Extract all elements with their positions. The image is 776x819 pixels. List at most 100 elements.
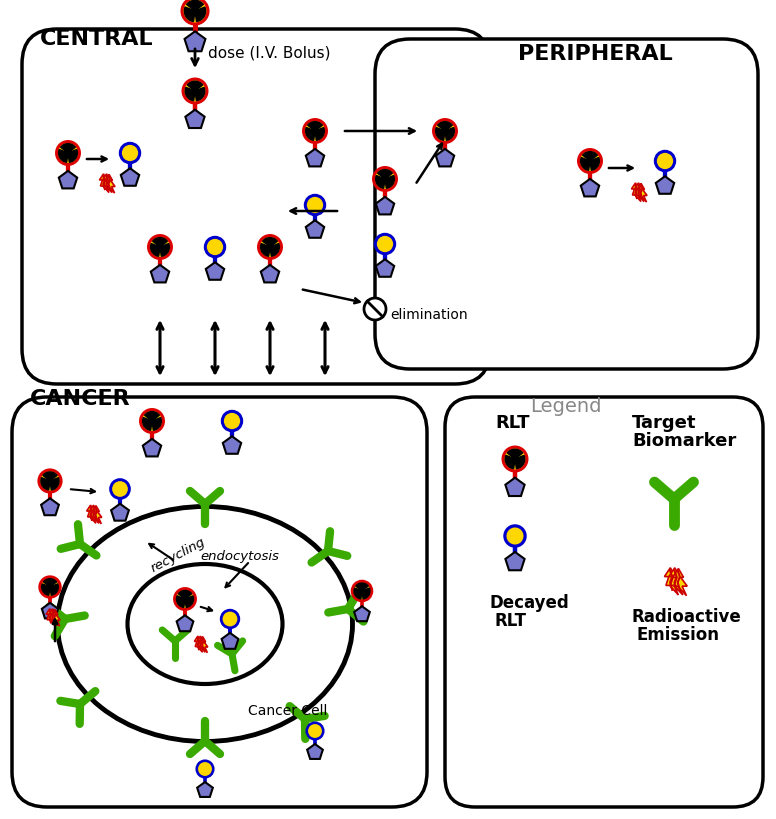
Wedge shape (261, 244, 269, 257)
Text: Cancer Cell: Cancer Cell (248, 704, 327, 717)
Circle shape (148, 236, 171, 259)
Polygon shape (656, 177, 674, 195)
Text: CANCER: CANCER (30, 388, 130, 409)
Wedge shape (316, 129, 324, 141)
Polygon shape (261, 265, 279, 283)
Wedge shape (178, 590, 192, 598)
Circle shape (579, 151, 601, 174)
Polygon shape (222, 633, 238, 649)
Polygon shape (99, 174, 109, 193)
Circle shape (40, 577, 61, 597)
Wedge shape (59, 151, 68, 163)
Circle shape (503, 447, 527, 472)
Wedge shape (354, 588, 362, 600)
Polygon shape (42, 603, 58, 618)
Polygon shape (354, 607, 370, 622)
Wedge shape (262, 238, 277, 246)
Wedge shape (41, 478, 50, 491)
Circle shape (305, 196, 324, 215)
Wedge shape (185, 88, 195, 102)
Circle shape (120, 144, 140, 164)
Circle shape (359, 589, 365, 594)
Circle shape (655, 152, 674, 171)
Wedge shape (151, 244, 160, 257)
Polygon shape (632, 183, 642, 202)
FancyBboxPatch shape (22, 30, 490, 385)
Text: recycling: recycling (148, 535, 207, 574)
Polygon shape (41, 499, 59, 516)
Circle shape (47, 478, 53, 485)
Polygon shape (102, 174, 113, 193)
Polygon shape (223, 437, 241, 455)
Polygon shape (505, 552, 525, 571)
Circle shape (267, 245, 273, 251)
Text: dose (I.V. Bolus): dose (I.V. Bolus) (208, 46, 331, 61)
Polygon shape (185, 32, 206, 52)
Circle shape (303, 120, 327, 143)
Wedge shape (307, 123, 322, 130)
Text: Decayed: Decayed (490, 593, 570, 611)
Circle shape (183, 80, 207, 104)
Polygon shape (92, 506, 102, 524)
Polygon shape (121, 169, 139, 187)
Circle shape (192, 88, 199, 95)
Polygon shape (143, 439, 161, 457)
Text: CENTRAL: CENTRAL (40, 29, 154, 49)
Wedge shape (185, 8, 195, 23)
Wedge shape (362, 588, 370, 600)
Wedge shape (196, 88, 205, 102)
Text: Legend: Legend (530, 396, 601, 415)
Wedge shape (186, 2, 203, 10)
Wedge shape (185, 596, 193, 608)
Text: elimination: elimination (390, 308, 468, 322)
Wedge shape (445, 129, 455, 141)
Circle shape (175, 589, 196, 609)
Wedge shape (376, 176, 385, 189)
Circle shape (221, 610, 239, 628)
Text: RLT: RLT (495, 414, 529, 432)
Circle shape (182, 0, 208, 25)
Circle shape (442, 129, 449, 135)
Text: PERIPHERAL: PERIPHERAL (518, 44, 673, 64)
Circle shape (587, 159, 593, 165)
Polygon shape (197, 782, 213, 797)
Circle shape (373, 169, 397, 191)
Wedge shape (43, 579, 57, 586)
Circle shape (111, 480, 130, 499)
Circle shape (364, 299, 386, 320)
Wedge shape (355, 583, 369, 590)
Wedge shape (378, 170, 393, 178)
Wedge shape (43, 473, 57, 479)
FancyBboxPatch shape (12, 397, 427, 807)
Polygon shape (206, 263, 224, 280)
Wedge shape (435, 129, 445, 141)
Polygon shape (199, 637, 208, 653)
Wedge shape (583, 152, 598, 160)
FancyBboxPatch shape (375, 40, 758, 369)
Polygon shape (635, 183, 645, 202)
Polygon shape (185, 111, 205, 129)
Circle shape (140, 410, 164, 433)
Circle shape (57, 143, 79, 165)
Polygon shape (111, 505, 129, 521)
Circle shape (511, 456, 518, 463)
Wedge shape (161, 244, 169, 257)
Wedge shape (42, 584, 50, 595)
Circle shape (206, 238, 225, 257)
Text: endocytosis: endocytosis (200, 550, 279, 563)
Wedge shape (176, 596, 185, 608)
Polygon shape (194, 636, 203, 653)
Text: Emission: Emission (637, 625, 720, 643)
Wedge shape (50, 478, 59, 491)
Text: Radioactive: Radioactive (632, 607, 742, 625)
Polygon shape (637, 184, 647, 203)
Text: Target: Target (632, 414, 697, 432)
FancyBboxPatch shape (445, 397, 763, 807)
Circle shape (258, 236, 282, 259)
Circle shape (505, 527, 525, 546)
Polygon shape (580, 179, 599, 197)
Polygon shape (669, 568, 684, 595)
Wedge shape (438, 123, 452, 130)
Polygon shape (376, 260, 394, 278)
Polygon shape (87, 505, 96, 523)
